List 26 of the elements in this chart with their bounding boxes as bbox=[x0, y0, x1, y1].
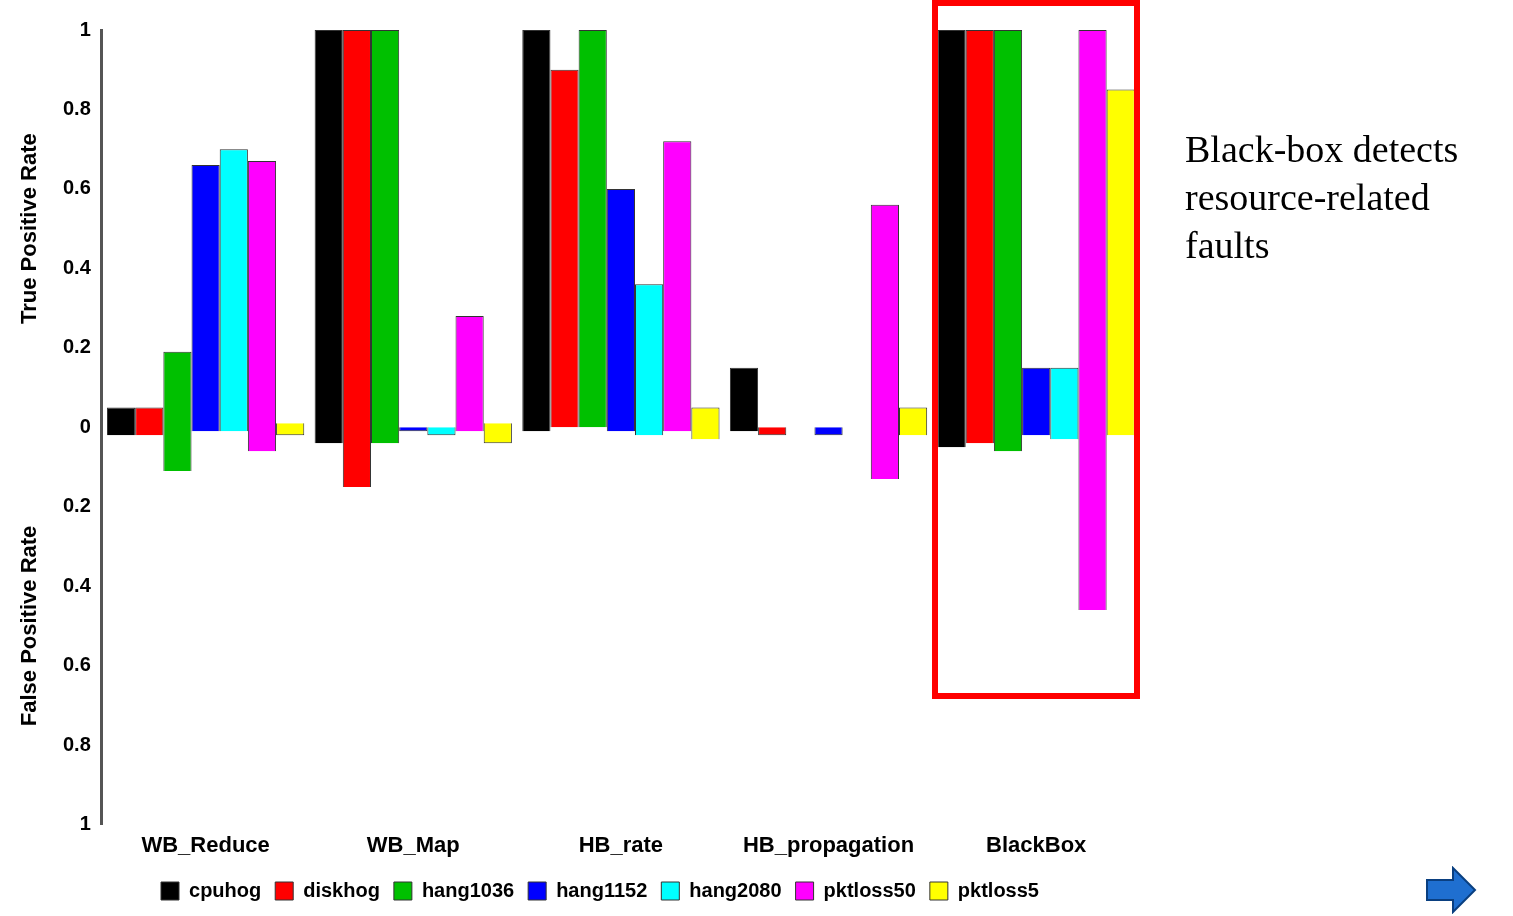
legend-label: hang1152 bbox=[556, 878, 648, 901]
x-tick-label: BlackBox bbox=[986, 831, 1088, 857]
legend-label: hang2080 bbox=[689, 878, 782, 901]
y-tick-label: 0.6 bbox=[62, 176, 91, 199]
x-tick-label: WB_Map bbox=[366, 831, 460, 857]
y-tick-label: 1 bbox=[79, 812, 91, 835]
y-tick-label: 1 bbox=[79, 17, 91, 40]
y-tick-label: 0.8 bbox=[62, 96, 91, 119]
x-tick-label: HB_rate bbox=[578, 831, 664, 857]
x-tick-label: WB_Reduce bbox=[141, 831, 270, 857]
y-tick-label: 0.4 bbox=[62, 573, 92, 596]
legend-label: hang1036 bbox=[421, 878, 515, 901]
legend-label: diskhog bbox=[303, 878, 380, 901]
legend-label: pktloss5 bbox=[957, 878, 1039, 901]
text: Black-box detects resource-related faults bbox=[1185, 127, 1460, 268]
legend-label: pktloss50 bbox=[823, 878, 916, 901]
legend-label: cpuhog bbox=[189, 878, 262, 901]
y-axis-title: True Positive Rate bbox=[16, 133, 42, 325]
y-tick-label: 0 bbox=[79, 414, 91, 437]
y-tick-label: 0.8 bbox=[62, 732, 91, 755]
text: False Positive Rate bbox=[16, 525, 42, 727]
x-tick-label: HB_propagation bbox=[742, 831, 915, 857]
y-tick-label: 0.4 bbox=[62, 255, 92, 278]
y-tick-label: 0.6 bbox=[62, 653, 91, 676]
y-tick-label: 0.2 bbox=[62, 335, 91, 358]
y-tick-label: 0.2 bbox=[62, 494, 91, 517]
